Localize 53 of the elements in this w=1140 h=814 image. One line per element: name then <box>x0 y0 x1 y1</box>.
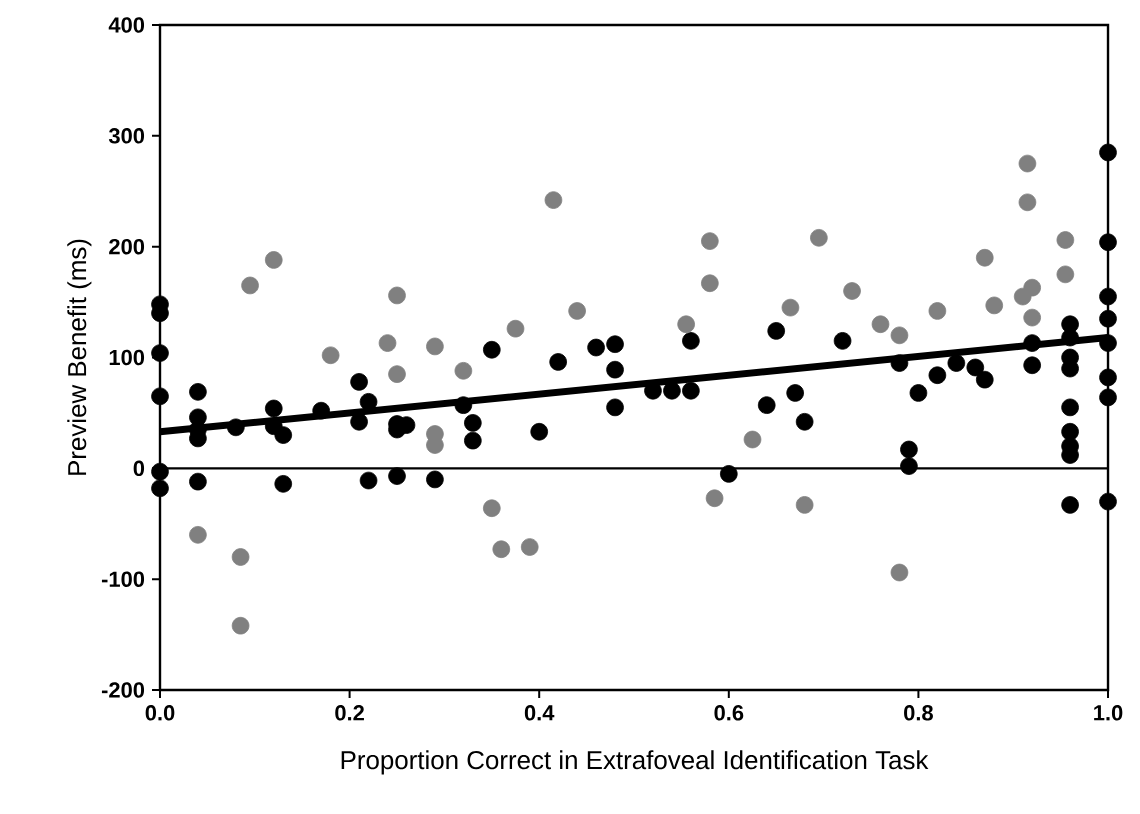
point <box>378 334 397 352</box>
y-tick-label: -200 <box>101 682 145 698</box>
point <box>483 499 501 518</box>
y-axis-title: Preview Benefit (ms) <box>67 239 92 475</box>
point <box>264 251 283 269</box>
point <box>388 286 406 305</box>
point <box>701 232 719 250</box>
point <box>1023 308 1041 327</box>
x-tick-label: 0.0 <box>145 705 175 721</box>
point <box>743 430 762 449</box>
point <box>1018 154 1037 173</box>
y-tick-label: 300 <box>108 128 145 144</box>
point <box>701 274 719 293</box>
point <box>810 229 828 247</box>
x-tick-label: 0.8 <box>904 705 933 721</box>
y-tick-label: 200 <box>109 238 145 255</box>
point <box>781 298 800 317</box>
point <box>985 296 1004 315</box>
point <box>321 346 340 365</box>
point <box>426 337 444 356</box>
point <box>1013 287 1032 306</box>
x-tick-label: 1.0 <box>1094 705 1123 721</box>
point <box>241 276 259 295</box>
x-tick-label: 0.6 <box>714 705 744 721</box>
point <box>231 616 250 635</box>
point <box>890 326 909 345</box>
point <box>705 489 724 508</box>
point <box>189 526 207 544</box>
x-tick-label: 0.4 <box>524 705 555 721</box>
point <box>231 548 250 566</box>
point <box>677 315 695 334</box>
point <box>544 191 563 209</box>
point <box>928 302 947 320</box>
y-tick-label: 100 <box>109 349 145 366</box>
point <box>1056 231 1075 249</box>
x-axis-title: Proportion Correct in Extrafoveal Identification Task <box>341 750 929 775</box>
point <box>568 302 586 320</box>
point <box>506 319 525 338</box>
point <box>388 365 406 383</box>
x-tick-label: 0.2 <box>335 705 364 721</box>
point <box>871 315 890 334</box>
y-tick-label: 0 <box>133 460 145 477</box>
point <box>890 563 909 582</box>
point <box>520 538 539 556</box>
y-tick-label: -100 <box>101 571 145 587</box>
point <box>492 540 511 559</box>
point <box>795 496 814 514</box>
y-tick-label: 400 <box>108 17 145 33</box>
point <box>1018 193 1037 212</box>
point <box>975 248 994 267</box>
point <box>454 362 473 380</box>
point <box>843 282 861 300</box>
point <box>1056 265 1075 284</box>
